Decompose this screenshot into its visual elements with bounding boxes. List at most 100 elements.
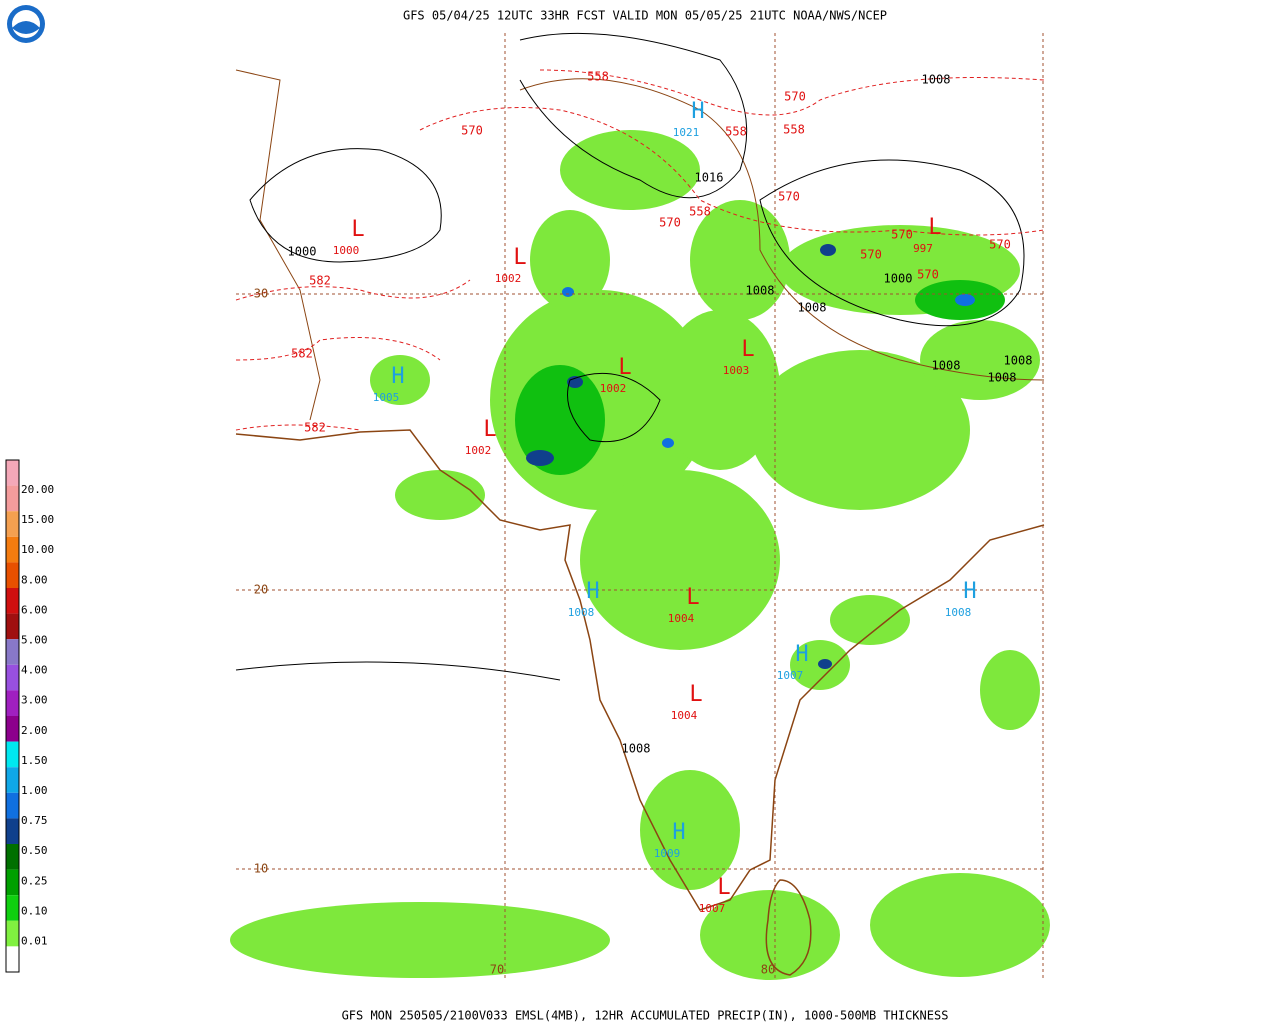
legend-band [6, 767, 19, 793]
legend-label: 4.00 [21, 664, 48, 677]
legend-frame [5, 459, 20, 973]
legend-band [6, 792, 19, 819]
pressure-value: 1007 [777, 669, 804, 682]
thickness-label: 558 [689, 205, 711, 219]
isobar-label: 1000 [288, 245, 317, 259]
pressure-value: 997 [913, 242, 933, 255]
legend-band [6, 511, 19, 537]
pressure-symbol: L [717, 875, 730, 900]
legend-band [6, 869, 19, 896]
thickness-label: 582 [304, 421, 326, 435]
pressure-value: 1002 [465, 444, 492, 457]
legend-band [6, 613, 19, 640]
legend-band [6, 639, 19, 665]
grid-label: 10 [254, 862, 268, 876]
legend-label: 0.10 [21, 904, 48, 917]
coastline [235, 69, 1045, 976]
thickness-label: 570 [461, 124, 483, 138]
pressure-symbol: L [686, 585, 699, 610]
thickness-label: 570 [891, 228, 913, 242]
legend-band [6, 895, 19, 921]
pressure-value: 1007 [699, 902, 726, 915]
pressure-symbol: H [691, 99, 704, 124]
legend-label: 10.00 [21, 543, 54, 556]
pressure-value: 1008 [568, 606, 595, 619]
legend-label: 5.00 [21, 634, 48, 647]
legend-band [6, 664, 19, 691]
thickness-label: 558 [725, 125, 747, 139]
legend-band [6, 716, 19, 742]
thickness-label: 558 [587, 70, 609, 84]
pressure-value: 1002 [600, 382, 627, 395]
isobar-label: 1008 [798, 301, 827, 315]
noaa-logo [7, 5, 45, 43]
pressure-value: 1009 [654, 847, 681, 860]
legend: 20.00 15.00 10.00 8.00 6.00 5.00 4.00 3.00 2.00 1… [5, 459, 54, 973]
legend-label: 0.50 [21, 844, 48, 857]
isobar-label: 1008 [1004, 354, 1033, 368]
legend-label: 0.75 [21, 814, 48, 827]
grid-label: 30 [254, 287, 268, 301]
legend-band [6, 690, 19, 716]
grid-label: 70 [490, 963, 504, 977]
pressure-value: 1021 [673, 126, 700, 139]
footer: GFS MON 250505/2100V033 EMSL(4MB), 12HR … [342, 1009, 949, 1023]
pressure-symbol: L [351, 217, 364, 242]
pressure-value: 1003 [723, 364, 750, 377]
grid-label: 20 [254, 583, 268, 597]
legend-label: 15.00 [21, 513, 54, 526]
pressure-value: 1002 [495, 272, 522, 285]
precip-areas [230, 130, 1050, 980]
pressure-value: 1008 [945, 606, 972, 619]
legend-label: 8.00 [21, 573, 48, 586]
thickness-label: 582 [309, 274, 331, 288]
pressure-symbol: L [513, 245, 526, 270]
legend-label: 3.00 [21, 694, 48, 707]
isobar-label: 1008 [932, 359, 961, 373]
isobar-label: 1000 [884, 272, 913, 286]
legend-label: 0.01 [21, 935, 48, 948]
isobars [235, 32, 1025, 681]
legend-band [6, 588, 19, 614]
thickness-label: 570 [778, 190, 800, 204]
legend-band [6, 485, 19, 512]
thickness-label: 570 [860, 248, 882, 262]
map-labels: 30 20 10 70 80 H 1021 L 1000 L 1002 L 1002 L 1003 H 1005… [254, 70, 1033, 977]
legend-band [6, 741, 19, 768]
grid-lines [236, 33, 1044, 978]
thickness-label: 558 [783, 123, 805, 137]
isobar-label: 1016 [695, 171, 724, 185]
pressure-value: 1005 [373, 391, 400, 404]
legend-label: 1.50 [21, 754, 48, 767]
legend-band [6, 946, 19, 972]
grid-label: 80 [761, 963, 775, 977]
pressure-symbol: H [586, 579, 599, 604]
legend-band [6, 536, 19, 563]
pressure-symbol: H [391, 364, 404, 389]
legend-label: 20.00 [21, 483, 54, 496]
legend-label: 1.00 [21, 784, 48, 797]
isobar-label: 1008 [622, 742, 651, 756]
thickness-label: 570 [784, 90, 806, 104]
thickness-label: 570 [659, 216, 681, 230]
pressure-symbol: L [618, 355, 631, 380]
pressure-value: 1004 [668, 612, 695, 625]
legend-label: 6.00 [21, 603, 48, 616]
pressure-value: 1004 [671, 709, 698, 722]
thickness-label: 570 [917, 268, 939, 282]
pressure-symbol: L [928, 215, 941, 240]
pressure-symbol: H [963, 579, 976, 604]
isobar-label: 1008 [746, 284, 775, 298]
isobar-label: 1008 [922, 73, 951, 87]
legend-band [6, 818, 19, 844]
legend-band [6, 844, 19, 870]
pressure-symbol: H [672, 820, 685, 845]
title: GFS 05/04/25 12UTC 33HR FCST VALID MON 0… [403, 9, 887, 23]
isobar-label: 1008 [988, 371, 1017, 385]
pressure-symbol: L [689, 682, 702, 707]
legend-band [6, 460, 19, 486]
pressure-value: 1000 [333, 244, 360, 257]
thickness-label: 570 [989, 238, 1011, 252]
thickness-contours [235, 69, 1045, 431]
